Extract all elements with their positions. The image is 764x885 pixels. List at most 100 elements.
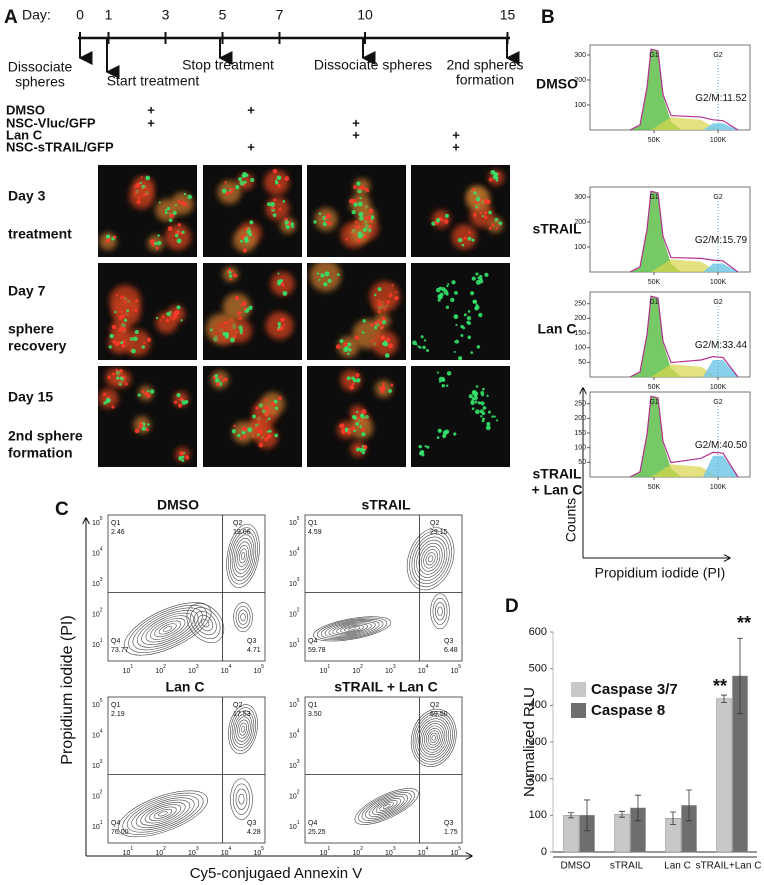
cell-dot: [412, 340, 417, 346]
cell-dot: [210, 328, 213, 332]
cell-dot: [102, 392, 107, 397]
tick-exponent: 1: [297, 638, 300, 644]
cell-dot: [178, 455, 183, 461]
contour: [135, 799, 191, 828]
cell-dot: [352, 184, 357, 190]
day-label: 0: [76, 7, 84, 23]
cell-dot: [180, 201, 185, 206]
cell-dot: [388, 293, 393, 297]
cell-dot: [482, 387, 485, 391]
cell-dot: [468, 231, 471, 234]
tick-base: 10: [92, 732, 100, 739]
cell-dot: [497, 172, 500, 175]
cell-dot: [487, 410, 491, 414]
cells: [313, 178, 379, 248]
cell-dot: [361, 432, 366, 437]
y-tick-label: 100: [574, 102, 586, 109]
quadrant-name: Q2: [233, 520, 242, 527]
x-tick-label: sTRAIL: [610, 861, 644, 872]
image-row-stage: sphere: [8, 321, 54, 337]
treatment-mark: +: [352, 127, 360, 142]
contour-title: Lan C: [166, 679, 205, 695]
s-phase: [651, 364, 718, 377]
cell-dot: [362, 331, 365, 334]
cell-dot: [357, 201, 363, 207]
x-tick-label: 100K: [710, 484, 727, 491]
tick-base: 10: [418, 850, 426, 857]
cell-dot: [134, 308, 138, 313]
tick-base: 10: [289, 702, 297, 709]
cell-dot: [446, 284, 449, 288]
cell-dot: [230, 337, 235, 343]
contour: [238, 609, 249, 625]
cell-dot: [468, 394, 473, 399]
cell-dot: [388, 343, 393, 349]
cell-dot: [391, 284, 394, 287]
cell-dot: [291, 225, 294, 229]
micrograph: [307, 263, 406, 360]
cell-dot: [441, 378, 446, 383]
x-tick-label: 104: [221, 846, 232, 857]
significance: **: [713, 676, 727, 696]
gate-label: G1: [649, 194, 658, 201]
tick-base: 10: [188, 850, 196, 857]
cell-dot: [364, 217, 367, 220]
cell-dot: [159, 319, 162, 322]
quadrant-value: 25.25: [308, 829, 326, 836]
quadrant-value: 59.78: [308, 647, 326, 654]
cell-dot: [179, 397, 183, 401]
quadrant-value: 3.50: [308, 711, 322, 718]
contour: [230, 778, 253, 820]
cell-dot: [145, 428, 149, 432]
cell-dot: [344, 427, 349, 431]
cell-dot: [485, 199, 491, 205]
treatment-label: Lan C: [6, 127, 43, 142]
cell-dot: [234, 295, 239, 301]
cell-dot: [328, 221, 332, 226]
g2-peak: [703, 263, 738, 272]
cell-dot: [437, 298, 441, 302]
tick-exponent: 2: [163, 664, 166, 670]
quadrant-value: 4.28: [247, 829, 261, 836]
cell-dot: [318, 212, 322, 216]
quadrant-value: 1.75: [444, 829, 458, 836]
cell-dot: [181, 230, 185, 234]
quadrant-value: 19.06: [233, 529, 251, 536]
treatment-mark: +: [147, 115, 155, 130]
image-row-stage: treatment: [8, 226, 72, 242]
day-label: 5: [219, 7, 227, 23]
micrograph: [98, 165, 197, 257]
image-row-stage: 2nd sphere: [8, 428, 83, 444]
cell-dot: [243, 180, 247, 184]
y-tick-label: 400: [529, 699, 547, 711]
cell-dot: [111, 372, 115, 376]
y-tick-label: 102: [289, 790, 300, 801]
cell-dot: [165, 318, 170, 323]
cell-dot: [486, 421, 491, 427]
cell-dot: [490, 223, 494, 227]
tick-base: 10: [352, 668, 360, 675]
treatment-mark: +: [352, 115, 360, 130]
cell-dot: [173, 400, 178, 405]
cell-dot: [219, 375, 223, 379]
cell-dot: [313, 220, 317, 224]
tick-base: 10: [92, 824, 100, 831]
cell-dot: [123, 376, 126, 380]
error-bar: [686, 789, 692, 822]
cell-dot: [273, 399, 278, 404]
cell-dot: [185, 455, 189, 459]
x-tick-label: 102: [352, 846, 363, 857]
error-bar: [737, 637, 743, 715]
tick-base: 10: [92, 581, 100, 588]
cell-dot: [147, 423, 150, 426]
cell-dot: [237, 433, 241, 438]
micrograph: [98, 263, 197, 360]
cell-dot: [473, 191, 477, 195]
tick-exponent: 4: [100, 547, 103, 553]
x-tick-label: 102: [155, 846, 166, 857]
x-tick-label: 105: [253, 846, 264, 857]
fit-outline: [629, 295, 739, 378]
y-tick-label: 102: [289, 608, 300, 619]
cell-dot: [424, 445, 427, 448]
cell-dot: [166, 312, 171, 317]
